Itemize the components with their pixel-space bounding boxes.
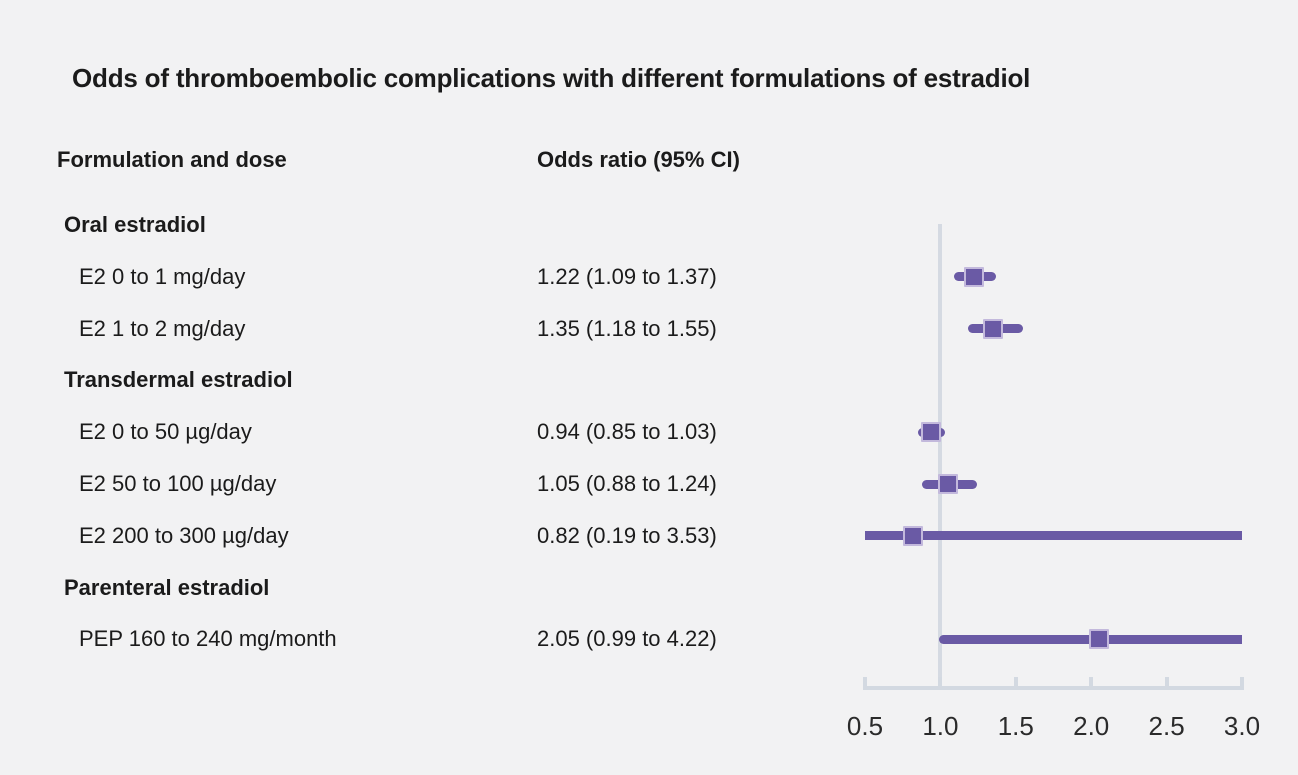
x-axis-tick-label: 0.5 bbox=[846, 711, 884, 741]
x-axis-tick bbox=[1089, 677, 1094, 690]
row-item-label: PEP 160 to 240 mg/month bbox=[79, 626, 337, 652]
row-item-label: E2 0 to 1 mg/day bbox=[79, 263, 246, 289]
row-odds-ratio-value: 1.35 (1.18 to 1.55) bbox=[537, 315, 717, 341]
point-estimate-marker bbox=[983, 318, 1004, 339]
x-axis-tick-label: 3.0 bbox=[1223, 711, 1261, 741]
column-header-odds-ratio: Odds ratio (95% CI) bbox=[537, 147, 740, 172]
row-item-label: E2 200 to 300 µg/day bbox=[79, 522, 289, 548]
point-estimate-marker bbox=[937, 474, 958, 494]
chart-title: Odds of thromboembolic complications wit… bbox=[72, 63, 1031, 93]
x-axis-tick bbox=[863, 677, 867, 690]
row-group-label: Oral estradiol bbox=[64, 212, 206, 237]
column-header-formulation: Formulation and dose bbox=[57, 147, 287, 172]
x-axis-tick-label: 1.5 bbox=[997, 711, 1034, 741]
confidence-interval-bar bbox=[865, 531, 1242, 541]
row-group-label: Transdermal estradiol bbox=[64, 367, 293, 393]
row-odds-ratio-value: 1.05 (0.88 to 1.24) bbox=[537, 471, 717, 496]
x-axis-tick bbox=[938, 677, 943, 690]
x-axis-tick bbox=[1013, 677, 1018, 690]
row-odds-ratio-value: 1.22 (1.09 to 1.37) bbox=[537, 263, 717, 289]
x-axis-tick-label: 2.5 bbox=[1148, 711, 1185, 741]
point-estimate-marker bbox=[963, 266, 984, 287]
row-odds-ratio-value: 0.82 (0.19 to 3.53) bbox=[537, 522, 717, 548]
row-odds-ratio-value: 2.05 (0.99 to 4.22) bbox=[537, 626, 717, 652]
point-estimate-marker bbox=[903, 525, 924, 546]
row-item-label: E2 0 to 50 µg/day bbox=[79, 419, 252, 445]
row-group-label: Parenteral estradiol bbox=[64, 574, 270, 600]
x-axis-tick-label: 1.0 bbox=[922, 711, 959, 741]
point-estimate-marker bbox=[921, 422, 942, 443]
reference-line bbox=[938, 224, 943, 688]
point-estimate-marker bbox=[1088, 629, 1109, 650]
row-item-label: E2 1 to 2 mg/day bbox=[79, 315, 246, 341]
row-odds-ratio-value: 0.94 (0.85 to 1.03) bbox=[537, 419, 717, 445]
x-axis-line bbox=[863, 686, 1244, 690]
x-axis-tick bbox=[1240, 677, 1244, 690]
x-axis-tick-label: 2.0 bbox=[1073, 711, 1110, 741]
row-item-label: E2 50 to 100 µg/day bbox=[79, 471, 277, 496]
x-axis-tick bbox=[1164, 677, 1169, 690]
